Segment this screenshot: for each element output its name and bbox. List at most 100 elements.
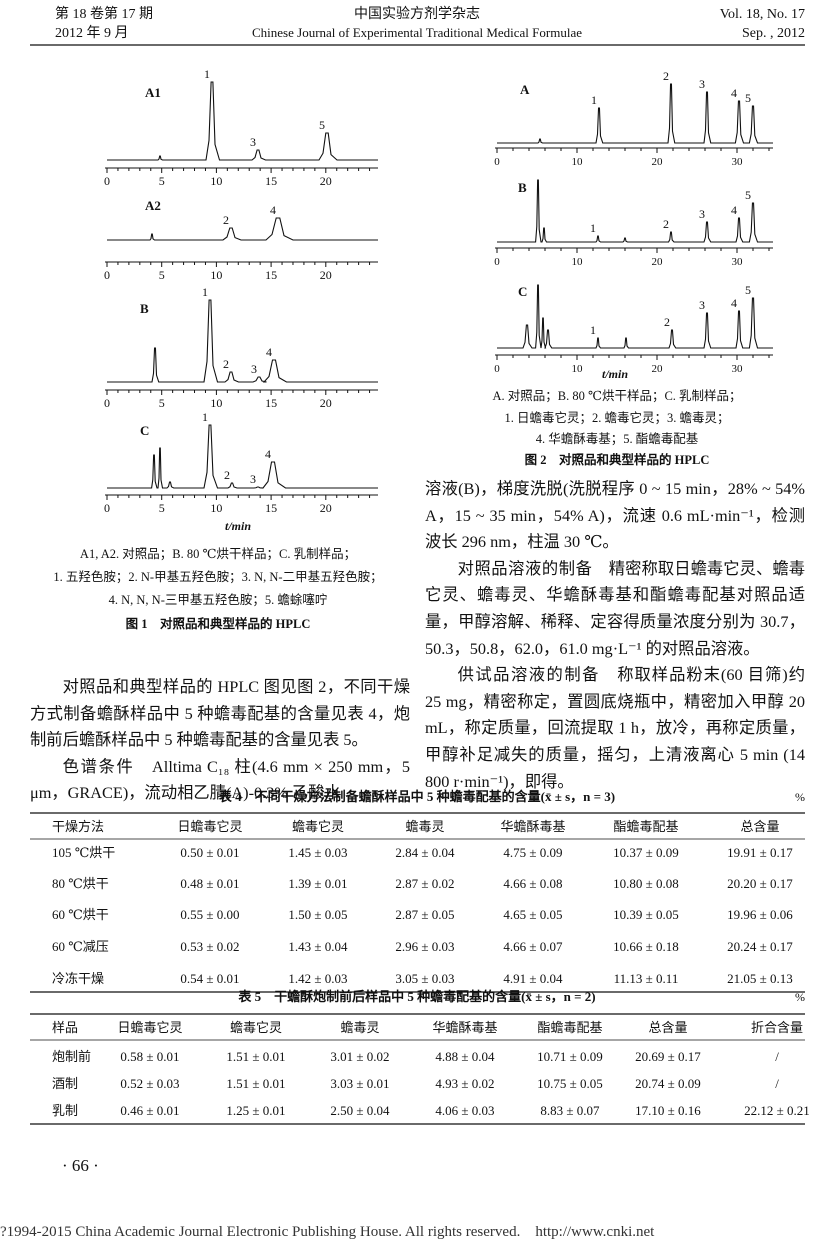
- table-cell: 4.75 ± 0.09: [503, 845, 562, 860]
- table-cell: 0.55 ± 0.00: [180, 907, 239, 922]
- table-cell: 22.12 ± 0.21: [744, 1103, 810, 1118]
- table-cell: 4.88 ± 0.04: [435, 1049, 495, 1064]
- x-tick-label: 30: [732, 156, 744, 168]
- table-cell: 1.42 ± 0.03: [288, 971, 347, 986]
- table-header: 酯蟾毒配基: [613, 819, 678, 834]
- table-cell: 19.96 ± 0.06: [727, 907, 793, 922]
- x-tick-label: 20: [652, 156, 664, 168]
- table-cell: 4.65 ± 0.05: [503, 907, 562, 922]
- figure-legend: 4. 华蟾酥毒基；5. 酯蟾毒配基: [536, 431, 699, 446]
- table-cell: 0.46 ± 0.01: [120, 1103, 179, 1118]
- peak-label: 5: [319, 118, 325, 132]
- figure-caption: 图 2 对照品和典型样品的 HPLC: [525, 452, 710, 467]
- figure-legend: 4. N, N, N-三甲基五羟色胺；5. 蟾蜍噻咛: [109, 592, 328, 607]
- paragraph-text: 溶液(B)，梯度洗脱(洗脱程序 0 ~ 15 min，28% ~ 54% A，1…: [425, 479, 805, 552]
- peak-label: 3: [699, 77, 705, 91]
- table-cell: 0.53 ± 0.02: [180, 939, 239, 954]
- x-tick-label: 10: [210, 174, 222, 188]
- x-axis-label: t/min: [225, 519, 251, 533]
- panel-label: A2: [145, 198, 161, 213]
- x-tick-label: 0: [494, 363, 500, 375]
- paragraph-heading: 对照品溶液的制备: [457, 558, 593, 578]
- table-cell: 10.80 ± 0.08: [613, 876, 679, 891]
- table-cell: 4.66 ± 0.07: [503, 939, 563, 954]
- table-cell: 3.05 ± 0.03: [395, 971, 454, 986]
- table-cell: 1.50 ± 0.05: [288, 907, 347, 922]
- table-cell: 4.06 ± 0.03: [435, 1103, 494, 1118]
- paragraph: 供试品溶液的制备 称取样品粉末(60 目筛)约 25 mg，精密称定，置圆底烧瓶…: [425, 662, 805, 795]
- header-volume: 第 18 卷第 17 期: [55, 5, 153, 22]
- journal-name: 中国实验方剂学杂志: [354, 6, 480, 22]
- figure-legend: 1. 五羟色胺；2. N-甲基五羟色胺；3. N, N-二甲基五羟色胺；: [53, 569, 382, 584]
- peak-label: 3: [699, 207, 705, 221]
- peak-label: 4: [731, 296, 737, 310]
- left-column: 对照品和典型样品的 HPLC 图见图 2，不同干燥方式制备蟾酥样品中 5 种蟾毒…: [30, 674, 410, 807]
- table-header: 样品: [52, 1020, 78, 1035]
- peak-label: 2: [224, 468, 230, 482]
- table-cell: 19.91 ± 0.17: [727, 845, 793, 860]
- table-cell: 10.37 ± 0.09: [613, 845, 679, 860]
- panel-label: B: [518, 180, 527, 195]
- table-cell: 2.87 ± 0.05: [395, 907, 454, 922]
- paragraph-text: 对照品和典型样品的 HPLC 图见图 2，不同干燥方式制备蟾酥样品中 5 种蟾毒…: [30, 677, 410, 750]
- chromatogram-trace: [107, 81, 378, 161]
- x-tick-label: 20: [320, 501, 332, 515]
- table-cell: 2.84 ± 0.04: [395, 845, 455, 860]
- x-tick-label: 5: [159, 396, 165, 410]
- x-tick-label: 0: [104, 396, 110, 410]
- table-unit: %: [795, 990, 805, 1004]
- table-unit: %: [795, 790, 805, 804]
- table-header: 日蟾毒它灵: [117, 1020, 182, 1035]
- table-header: 蟾毒灵: [405, 819, 444, 834]
- table-cell: 3.01 ± 0.02: [330, 1049, 389, 1064]
- table-cell: 0.54 ± 0.01: [180, 971, 239, 986]
- table-cell: 80 ℃烘干: [52, 876, 109, 891]
- x-tick-label: 20: [320, 268, 332, 282]
- x-tick-label: 0: [104, 268, 110, 282]
- header-date-en: Sep. , 2012: [742, 26, 805, 41]
- chromatogram-trace: [497, 83, 773, 144]
- table-cell: 10.66 ± 0.18: [613, 939, 679, 954]
- peak-label: 5: [745, 283, 751, 297]
- peak-label: 2: [663, 69, 669, 83]
- chromatogram-trace: [107, 217, 378, 241]
- x-tick-label: 5: [159, 501, 165, 515]
- x-tick-label: 5: [159, 268, 165, 282]
- copyright-footer: ?1994-2015 China Academic Journal Electr…: [0, 1224, 655, 1240]
- table-cell: 0.52 ± 0.03: [120, 1076, 179, 1091]
- peak-label: 3: [250, 135, 256, 149]
- peak-label: 4: [731, 86, 737, 100]
- table-cell: 1.45 ± 0.03: [288, 845, 347, 860]
- table-cell: 1.51 ± 0.01: [226, 1049, 285, 1064]
- x-tick-label: 0: [494, 156, 500, 168]
- journal-name-en: Chinese Journal of Experimental Traditio…: [252, 25, 582, 40]
- table-cell: 1.25 ± 0.01: [226, 1103, 285, 1118]
- peak-label: 4: [265, 447, 271, 461]
- table-header: 酯蟾毒配基: [537, 1020, 602, 1035]
- peak-label: 2: [223, 357, 229, 371]
- x-tick-label: 15: [265, 268, 277, 282]
- table-header: 折合含量: [751, 1020, 803, 1035]
- peak-label: 1: [202, 410, 208, 424]
- peak-label: 2: [663, 217, 669, 231]
- table-header: 华蟾酥毒基: [432, 1020, 497, 1035]
- table-header: 日蟾毒它灵: [177, 819, 242, 834]
- table-cell: 0.50 ± 0.01: [180, 845, 239, 860]
- paragraph: 对照品和典型样品的 HPLC 图见图 2，不同干燥方式制备蟾酥样品中 5 种蟾毒…: [30, 674, 410, 754]
- table-cell: 11.13 ± 0.11: [614, 971, 679, 986]
- table-header: 总含量: [648, 1020, 687, 1035]
- right-column: 溶液(B)，梯度洗脱(洗脱程序 0 ~ 15 min，28% ~ 54% A，1…: [425, 476, 805, 795]
- paragraph-text: Alltima C₁₈ 柱(4.6 mm × 250 mm，5 μm，GRACE…: [30, 756, 410, 803]
- table-header: 总含量: [740, 819, 779, 834]
- table-cell: 20.20 ± 0.17: [727, 876, 793, 891]
- table-cell: 1.51 ± 0.01: [226, 1076, 285, 1091]
- figure-caption: 图 1 对照品和典型样品的 HPLC: [126, 616, 311, 631]
- paragraph: 溶液(B)，梯度洗脱(洗脱程序 0 ~ 15 min，28% ~ 54% A，1…: [425, 476, 805, 556]
- table-cell: /: [775, 1076, 779, 1091]
- x-tick-label: 10: [572, 156, 584, 168]
- header-date: 2012 年 9 月: [55, 25, 129, 41]
- page-number: · 66 ·: [62, 1156, 99, 1175]
- chromatogram-trace: [107, 299, 378, 383]
- chromatogram-trace: [497, 284, 773, 349]
- x-tick-label: 10: [210, 396, 222, 410]
